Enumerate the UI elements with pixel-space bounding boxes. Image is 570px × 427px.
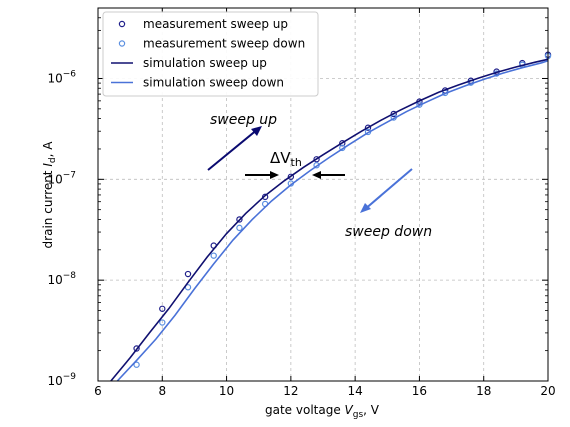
sweep-up-label: sweep up [210,112,277,128]
data-point [236,216,243,223]
data-point [133,361,140,368]
legend-item: simulation sweep down [111,76,284,90]
series-line [110,58,549,382]
x-tick-label: 8 [158,384,166,398]
legend-item: simulation sweep up [111,56,267,70]
series-line [116,59,549,382]
data-point [184,270,192,278]
data-point [261,193,269,201]
x-axis-label: gate voltage Vgs, V [265,403,380,420]
data-point [390,110,397,118]
legend-label: measurement sweep down [143,37,305,51]
y-tick-label: 10−8 [47,271,76,287]
x-tick-label: 10 [219,384,234,398]
legend: measurement sweep up measurement sweep do… [102,11,319,97]
series-layer [110,51,552,382]
legend-box [102,11,319,97]
x-tick-label: 16 [412,384,427,398]
legend-item: measurement sweep down [118,37,305,51]
data-point [159,305,166,312]
data-point [159,319,166,326]
y-tick-label: 10−9 [47,372,76,388]
delta-vth-right-arrowhead [312,171,321,179]
series-3 [116,59,549,382]
sweep-down-arrow [363,168,413,211]
legend-item: measurement sweep up [118,17,288,31]
delta-vth-label: ΔVth [270,149,302,169]
y-tick-label: 10−7 [47,170,76,186]
data-point [133,345,140,352]
data-point [210,252,217,259]
plot-frame [97,7,549,382]
data-point [236,224,243,232]
sweep-up-arrowhead [251,126,262,136]
y-tick-label: 10−6 [47,69,76,85]
series-0 [133,51,552,352]
sweep-down-arrowhead [360,203,371,213]
delta-vth-left-arrowhead [270,171,279,179]
legend-marker-swatch [118,20,126,28]
legend-label: simulation sweep down [143,76,284,90]
legend-marker-swatch [118,40,126,47]
axes: 6 8 10 12 14 16 18 20 10−9 10−8 10−7 10−6 [47,7,556,398]
legend-label: simulation sweep up [143,56,267,70]
data-point [364,124,372,131]
sweep-up-arrow [207,128,259,171]
data-point [313,156,320,163]
y-axis-label: drain current Id, A [41,141,58,249]
x-tick-label: 14 [348,384,363,398]
legend-label: measurement sweep up [143,17,288,31]
x-tick-label: 12 [283,384,298,398]
series-1 [133,52,552,368]
x-tick-label: 18 [476,384,491,398]
x-tick-label: 6 [94,384,102,398]
annotations: sweep up sweep down ΔVth [207,112,432,240]
series-2 [110,58,549,382]
data-point [287,173,295,180]
x-tick-label: 20 [540,384,555,398]
sweep-down-label: sweep down [345,224,432,240]
